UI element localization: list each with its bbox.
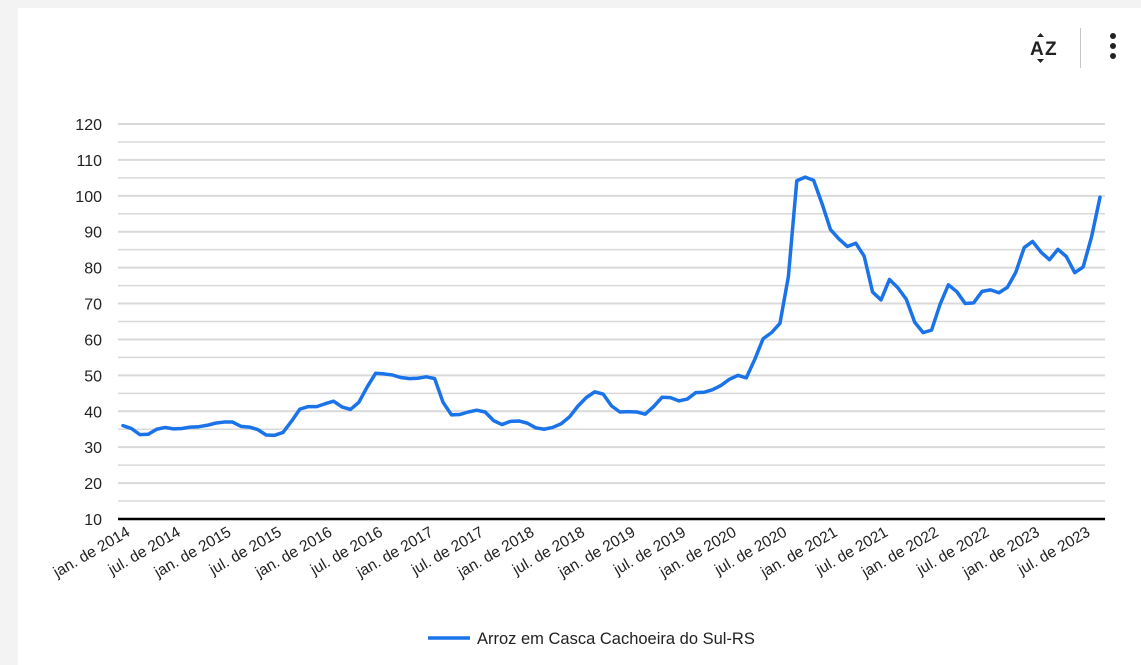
y-tick-label: 30 <box>84 440 102 457</box>
series-line <box>121 175 1102 438</box>
y-tick-label: 40 <box>84 404 102 421</box>
svg-text:A: A <box>1030 39 1044 60</box>
legend: Arroz em Casca Cachoeira do Sul-RS <box>428 630 755 648</box>
y-tick-label: 100 <box>75 189 102 206</box>
y-tick-label: 90 <box>84 225 102 242</box>
chart-toolbar: A Z <box>1024 26 1123 70</box>
y-tick-label: 50 <box>84 368 102 385</box>
y-tick-label: 80 <box>84 261 102 278</box>
y-tick-label: 70 <box>84 297 102 314</box>
more-options-button[interactable] <box>1103 26 1123 70</box>
sort-az-icon: A Z <box>1028 30 1064 66</box>
y-tick-label: 20 <box>84 476 102 493</box>
y-tick-label: 110 <box>76 153 102 170</box>
y-tick-label: 120 <box>75 117 102 134</box>
legend-label: Arroz em Casca Cachoeira do Sul-RS <box>477 630 755 648</box>
more-vert-icon <box>1109 31 1117 66</box>
toolbar-divider <box>1080 28 1081 68</box>
svg-text:Z: Z <box>1045 39 1057 60</box>
y-tick-label: 60 <box>84 332 102 349</box>
chart-card: A Z <box>18 8 1141 665</box>
sort-az-button[interactable]: A Z <box>1024 26 1068 70</box>
y-tick-label: 10 <box>84 512 102 529</box>
